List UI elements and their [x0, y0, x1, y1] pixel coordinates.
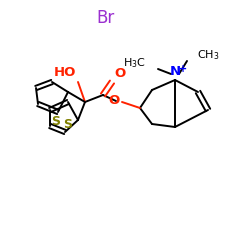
Text: O: O — [109, 94, 120, 108]
Text: CH$_3$: CH$_3$ — [197, 48, 220, 62]
Text: Br: Br — [96, 9, 114, 27]
Text: O: O — [114, 67, 125, 80]
Text: +: + — [179, 64, 187, 74]
Text: HO: HO — [54, 66, 76, 79]
Text: H$_3$C: H$_3$C — [123, 56, 146, 70]
Text: S: S — [64, 118, 72, 131]
Text: S: S — [52, 115, 60, 128]
Text: N: N — [170, 65, 180, 78]
